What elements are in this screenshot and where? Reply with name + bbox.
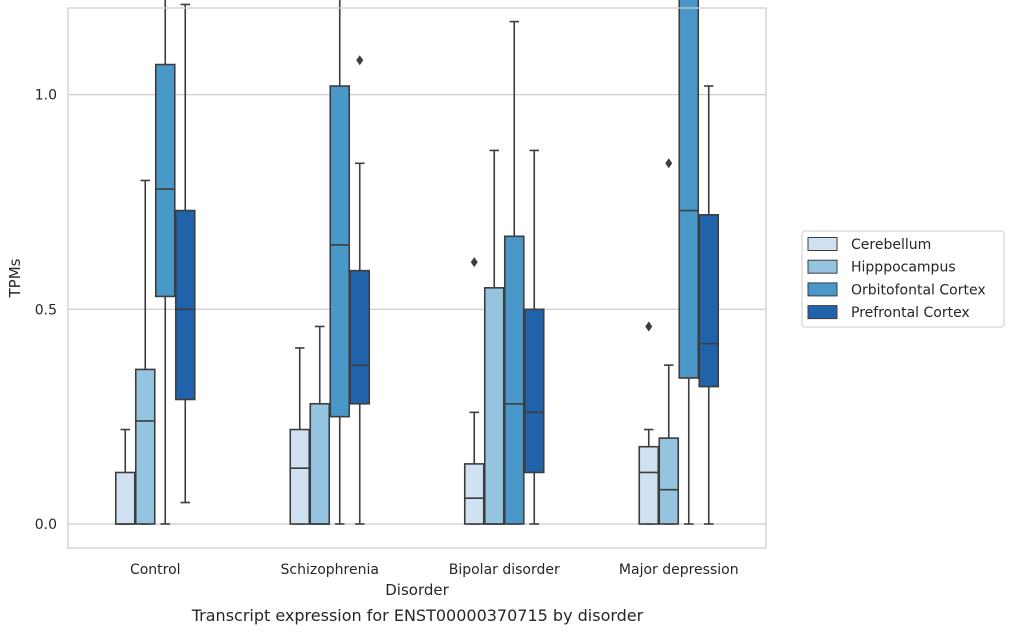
box-1-2 [483, 149, 505, 525]
box-body [154, 63, 176, 298]
outlier-point [665, 158, 673, 169]
legend-frame [801, 230, 1005, 328]
box-body [678, 0, 700, 379]
box-body [309, 402, 331, 525]
plot-frame [67, 7, 767, 549]
legend-swatch [807, 259, 838, 274]
box-1-1 [309, 325, 331, 525]
legend-swatch [807, 237, 838, 251]
y-tick-label: 0.0 [35, 517, 57, 533]
box-body [134, 368, 156, 525]
box-groups [114, 0, 720, 525]
outlier-point [470, 257, 478, 268]
legend-label: Prefrontal Cortex [851, 305, 970, 321]
legend-label: Orbitofontal Cortex [851, 282, 986, 298]
box-body [463, 463, 485, 525]
box-1-3 [658, 158, 680, 525]
x-tick-label: Schizophrenia [281, 562, 379, 578]
box-body [329, 85, 351, 418]
box-body [698, 214, 720, 388]
y-axis-label: TPMs [6, 258, 24, 298]
legend-swatch [807, 305, 838, 320]
box-2-0 [154, 0, 176, 525]
box-body [523, 308, 545, 474]
box-0-1 [289, 347, 311, 525]
box-body [638, 445, 660, 525]
box-2-2 [503, 20, 525, 525]
y-tick-label: 0.5 [35, 302, 57, 318]
figure-caption: Transcript expression for ENST0000037071… [191, 606, 644, 625]
legend-label: Cerebellum [851, 237, 931, 253]
x-tick-label: Control [130, 562, 181, 578]
x-axis-ticks: Control Schizophrenia Bipolar disorder Majo… [130, 562, 739, 578]
legend-swatch [807, 282, 838, 297]
box-2-1 [329, 0, 351, 525]
x-tick-label: Major depression [619, 562, 739, 578]
x-axis-label: Disorder [385, 581, 449, 599]
y-axis-ticks: 0.00.51.01.52.0 [35, 88, 57, 533]
legend: Cerebellum Hipppocampus Orbitofontal Corte… [801, 230, 1005, 328]
box-body [483, 287, 505, 525]
box-3-2 [523, 149, 545, 525]
outlier-point [356, 55, 364, 66]
box-body [289, 428, 311, 525]
box-2-3 [678, 0, 700, 525]
box-0-3 [638, 321, 660, 525]
box-body [114, 471, 136, 525]
outlier-point [645, 321, 653, 332]
box-3-0 [174, 3, 196, 504]
box-1-0 [134, 179, 156, 525]
x-tick-label: Bipolar disorder [449, 562, 560, 578]
box-0-2 [463, 257, 485, 525]
box-3-1 [349, 55, 371, 525]
box-3-3 [698, 85, 720, 525]
y-tick-label: 1.0 [35, 88, 57, 104]
box-body [349, 269, 371, 405]
legend-label: Hipppocampus [851, 260, 956, 276]
box-0-0 [114, 428, 136, 525]
box-body [174, 209, 196, 401]
box-body [658, 437, 680, 525]
box-body [503, 235, 525, 525]
